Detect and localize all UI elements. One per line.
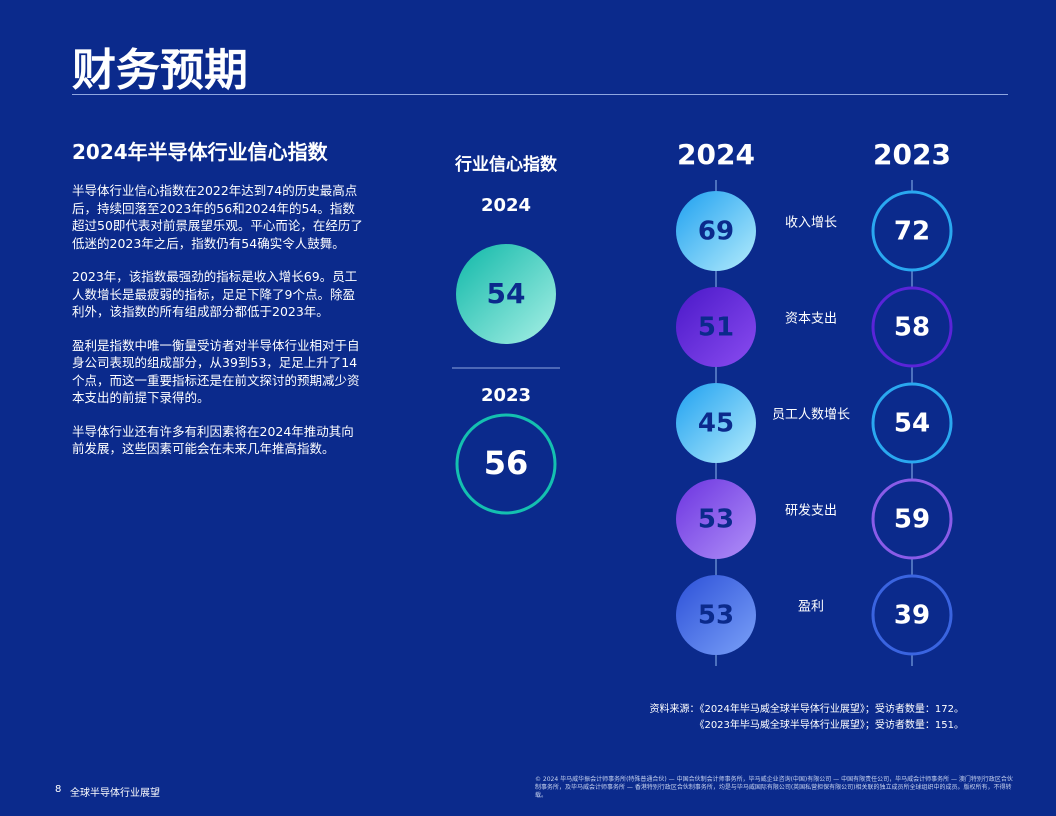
previous-value: 72 bbox=[894, 217, 930, 247]
source-line: 《2023年毕马威全球半导体行业展望》；受访者数量：151。 bbox=[694, 720, 964, 731]
current-circle bbox=[676, 383, 756, 463]
article-heading: 2024年半导体行业信心指数 bbox=[72, 140, 328, 164]
index-circle bbox=[456, 244, 556, 344]
source-line: 资料来源：《2024年毕马威全球半导体行业展望》；受访者数量：172。 bbox=[649, 704, 964, 715]
column-year: 2024 bbox=[677, 138, 755, 171]
paragraph: 半导体行业还有许多有利因素将在2024年推动其向前发展，这些因素可能会在未来几年… bbox=[72, 423, 354, 457]
row-label: 研发支出 bbox=[785, 503, 837, 519]
page-title: 财务预期 bbox=[72, 45, 248, 96]
panel-title: 行业信心指数 bbox=[454, 154, 558, 175]
current-value: 53 bbox=[698, 505, 734, 535]
title-rule bbox=[72, 94, 1008, 95]
current-value: 69 bbox=[698, 217, 734, 247]
previous-circle bbox=[871, 382, 953, 464]
panel-year: 2024 bbox=[481, 195, 531, 216]
previous-circle bbox=[871, 190, 953, 272]
index-value: 54 bbox=[487, 277, 526, 310]
previous-circle bbox=[871, 286, 953, 368]
previous-circle bbox=[871, 574, 953, 656]
panel-year: 2023 bbox=[481, 385, 531, 406]
current-circle bbox=[676, 287, 756, 367]
index-circle bbox=[455, 413, 557, 515]
current-value: 51 bbox=[698, 313, 734, 343]
current-value: 45 bbox=[698, 409, 734, 439]
index-value: 56 bbox=[484, 444, 529, 482]
comparison-rows: 69 收入增长 72 51 资本支出 58 45 员工人数增长 54 53 研发支出 59 53 盈利 39 bbox=[676, 190, 953, 656]
row-label: 资本支出 bbox=[785, 312, 837, 327]
paragraph: 盈利是指数中唯一衡量受访者对半导体行业相对于自身公司表现的组成部分，从39到53… bbox=[72, 337, 360, 406]
previous-value: 54 bbox=[894, 409, 930, 439]
source: 资料来源：《2024年毕马威全球半导体行业展望》；受访者数量：172。 《202… bbox=[649, 702, 964, 734]
column-year: 2023 bbox=[873, 138, 951, 171]
footer-title: 全球半导体行业展望 bbox=[70, 788, 160, 799]
previous-value: 39 bbox=[894, 601, 930, 631]
article-body: 半导体行业信心指数在2022年达到74的历史最高点后，持续回落至2023年的56… bbox=[72, 182, 364, 474]
row-label: 员工人数增长 bbox=[772, 408, 850, 423]
page-number: 8 bbox=[55, 784, 62, 795]
current-value: 53 bbox=[698, 601, 734, 631]
previous-value: 58 bbox=[894, 313, 930, 343]
previous-value: 59 bbox=[894, 505, 930, 535]
current-circle bbox=[676, 479, 756, 559]
paragraph: 半导体行业信心指数在2022年达到74的历史最高点后，持续回落至2023年的56… bbox=[72, 183, 363, 251]
row-label: 盈利 bbox=[798, 600, 824, 615]
row-label: 收入增长 bbox=[785, 216, 837, 231]
current-circle bbox=[676, 191, 756, 271]
paragraph: 2023年，该指数最强劲的指标是收入增长69。员工人数增长是最疲弱的指标，足足下… bbox=[72, 269, 358, 319]
previous-circle bbox=[871, 478, 953, 560]
current-circle bbox=[676, 575, 756, 655]
legal: © 2024 毕马威华振会计师事务所(特殊普通合伙) — 中国合伙制会计师事务所… bbox=[535, 776, 1013, 799]
